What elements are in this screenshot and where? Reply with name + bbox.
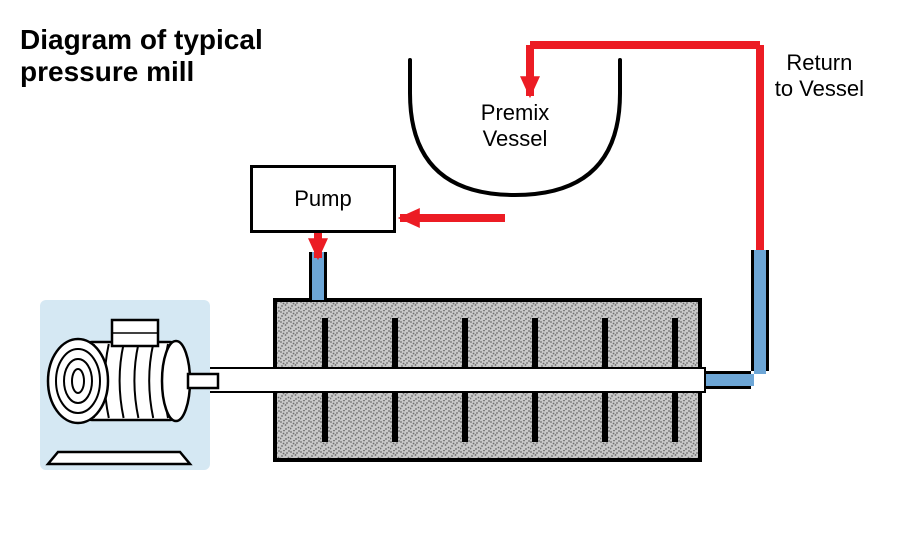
pump-box: Pump bbox=[250, 165, 396, 233]
premix-vessel-label: Premix Vessel bbox=[460, 100, 570, 152]
diagram-svg bbox=[0, 0, 900, 550]
pump-label: Pump bbox=[294, 186, 351, 212]
premix-l1: Premix bbox=[460, 100, 570, 126]
premix-l2: Vessel bbox=[460, 126, 570, 152]
diagram-stage: Diagram of typical pressure mill Return … bbox=[0, 0, 900, 550]
motor-icon bbox=[40, 300, 218, 470]
